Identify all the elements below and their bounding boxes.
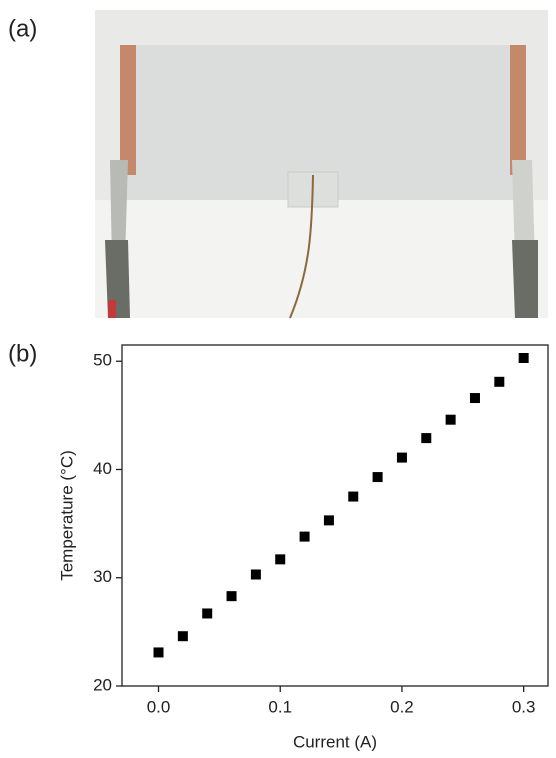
x-axis-label: Current (A)	[293, 732, 377, 751]
y-tick-label: 50	[93, 351, 112, 370]
photo	[95, 10, 548, 319]
point	[177, 631, 188, 642]
plot-frame	[121, 344, 549, 687]
point	[396, 452, 407, 463]
y-tick-label: 20	[93, 675, 112, 694]
x-tick-label: 0.2	[390, 697, 414, 716]
point	[299, 531, 310, 542]
point	[421, 433, 432, 444]
point	[469, 393, 480, 404]
x-tick-label: 0.0	[147, 697, 171, 716]
y-tick-label: 30	[93, 567, 112, 586]
point	[226, 591, 237, 602]
y-axis-label: Temperature (°C)	[57, 450, 76, 581]
point	[275, 554, 286, 565]
point	[153, 647, 164, 658]
y-tick-label: 40	[93, 459, 112, 478]
point	[372, 472, 383, 483]
x-tick-label: 0.1	[268, 697, 292, 716]
point	[348, 491, 359, 502]
panel-label: (b)	[8, 340, 37, 367]
point	[202, 608, 213, 619]
point	[494, 376, 505, 387]
point	[323, 515, 334, 526]
panel-label: (a)	[8, 15, 37, 42]
point	[250, 569, 261, 580]
x-tick-label: 0.3	[512, 697, 536, 716]
point	[518, 352, 529, 363]
point	[445, 414, 456, 425]
